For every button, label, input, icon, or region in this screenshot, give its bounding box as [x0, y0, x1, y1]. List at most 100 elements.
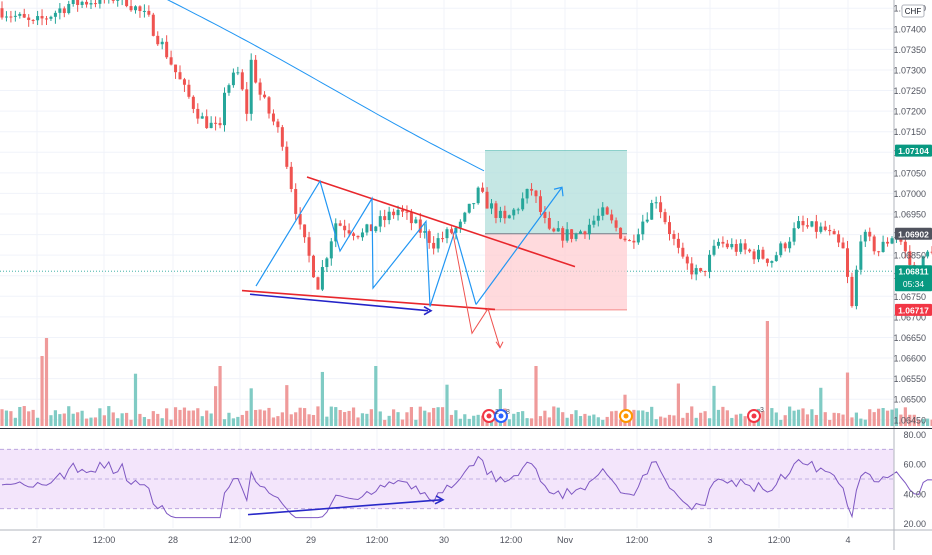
- candle-body: [859, 241, 862, 269]
- candle-body: [67, 4, 70, 13]
- candle-body: [236, 72, 239, 73]
- candle-body: [757, 250, 760, 260]
- candle-body: [374, 227, 377, 232]
- candle-body: [632, 241, 635, 243]
- volume-bar: [864, 420, 867, 426]
- price-tick-label: 1.07400: [893, 24, 926, 34]
- candle-body: [27, 18, 30, 20]
- candle-body: [183, 79, 186, 84]
- volume-bar: [156, 414, 159, 426]
- volume-bar: [695, 418, 698, 426]
- candle-body: [9, 17, 12, 18]
- time-tick-label: 3: [707, 535, 712, 545]
- candle-body: [490, 203, 493, 208]
- volume-bar: [143, 417, 146, 426]
- candle-body: [90, 3, 93, 4]
- time-tick-label: 12:00: [500, 535, 523, 545]
- volume-bar: [704, 411, 707, 426]
- candle-body: [882, 242, 885, 252]
- candle-body: [85, 2, 88, 5]
- stop-loss-zone[interactable]: [485, 234, 627, 310]
- volume-bar: [170, 420, 173, 426]
- volume-bar: [27, 411, 30, 426]
- rsi-tick-label: 20.00: [903, 519, 926, 529]
- candle-body: [721, 242, 724, 244]
- time-tick-label: 12:00: [768, 535, 791, 545]
- volume-bar: [432, 408, 435, 426]
- candle-body: [219, 123, 222, 125]
- candle-body: [357, 236, 360, 237]
- candle-body: [735, 244, 738, 252]
- earnings-icon[interactable]: [483, 410, 495, 422]
- volume-bar: [245, 411, 248, 426]
- candle-body: [557, 228, 560, 231]
- candle-body: [615, 220, 618, 227]
- volume-bar: [125, 413, 128, 426]
- volume-bar: [459, 419, 462, 426]
- volume-bar: [303, 408, 306, 426]
- candle-body: [494, 203, 497, 218]
- price-tick-label: 1.06500: [893, 395, 926, 405]
- candle-body: [646, 220, 649, 222]
- volume-bar: [543, 411, 546, 426]
- candle-body: [739, 243, 742, 251]
- candle-body: [348, 230, 351, 233]
- volume-bar: [165, 408, 168, 426]
- volume-bar: [161, 418, 164, 426]
- volume-bar: [272, 417, 275, 426]
- candle-body: [842, 243, 845, 249]
- candle-body: [54, 13, 57, 17]
- volume-bar: [663, 418, 666, 426]
- candle-body: [170, 57, 173, 64]
- volume-bar: [815, 415, 818, 426]
- badge-count: 2: [495, 409, 499, 416]
- candle-body: [606, 207, 609, 214]
- volume-bar: [5, 411, 8, 426]
- candle-body: [241, 72, 244, 89]
- take-profit-zone[interactable]: [485, 151, 627, 234]
- volume-bar: [388, 416, 391, 426]
- position-tool[interactable]: [485, 151, 627, 310]
- volume-bar: [348, 411, 351, 426]
- candle-body: [330, 241, 333, 258]
- candle-body: [214, 123, 217, 124]
- candle-body: [570, 229, 573, 239]
- candle-body: [624, 239, 627, 240]
- candle-body: [846, 248, 849, 277]
- volume-bar: [174, 407, 177, 426]
- candle: [477, 186, 480, 204]
- candle-body: [824, 227, 827, 230]
- volume-bar: [352, 407, 355, 426]
- candle-body: [245, 89, 248, 113]
- split-icon[interactable]: [620, 410, 632, 422]
- volume-bar: [744, 416, 747, 426]
- volume-bar: [294, 412, 297, 426]
- candle: [316, 277, 319, 290]
- volume-bar: [859, 419, 862, 426]
- volume-bar: [263, 410, 266, 426]
- candle-body: [508, 215, 511, 218]
- candle-body: [864, 232, 867, 242]
- candle-body: [802, 221, 805, 225]
- volume-bar: [517, 412, 520, 426]
- candle-body: [321, 267, 324, 290]
- volume-bar: [361, 413, 364, 426]
- candle-body: [601, 207, 604, 215]
- volume-bar: [379, 411, 382, 426]
- candle-body: [308, 237, 311, 256]
- candle-body: [316, 277, 319, 289]
- candle-body: [868, 232, 871, 237]
- volume-bar: [641, 410, 644, 426]
- candle: [619, 227, 622, 239]
- volume-bar: [290, 414, 293, 426]
- price-tick-label: 1.07000: [893, 189, 926, 199]
- volume-bar: [236, 417, 239, 426]
- time-tick-label: 27: [32, 535, 42, 545]
- volume-bar: [58, 414, 61, 426]
- price-marker-label: 1.06902: [898, 229, 929, 239]
- volume-bar: [241, 415, 244, 426]
- candle-body: [325, 258, 328, 267]
- volume-bar: [423, 411, 426, 426]
- volume-bar: [405, 412, 408, 426]
